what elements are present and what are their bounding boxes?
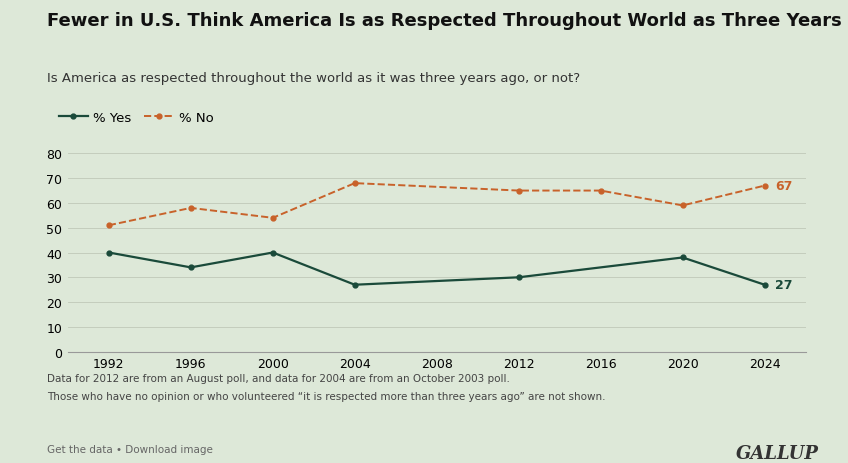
Text: Those who have no opinion or who volunteered “it is respected more than three ye: Those who have no opinion or who volunte… [47, 391, 605, 401]
Text: Data for 2012 are from an August poll, and data for 2004 are from an October 200: Data for 2012 are from an August poll, a… [47, 373, 510, 383]
Text: Fewer in U.S. Think America Is as Respected Throughout World as Three Years Ago: Fewer in U.S. Think America Is as Respec… [47, 12, 848, 30]
Text: Get the data • Download image: Get the data • Download image [47, 444, 213, 455]
Text: GALLUP: GALLUP [735, 444, 818, 463]
Text: 27: 27 [775, 279, 792, 292]
Text: 67: 67 [775, 180, 792, 193]
Legend: % Yes, % No: % Yes, % No [53, 106, 219, 130]
Text: Is America as respected throughout the world as it was three years ago, or not?: Is America as respected throughout the w… [47, 72, 580, 85]
